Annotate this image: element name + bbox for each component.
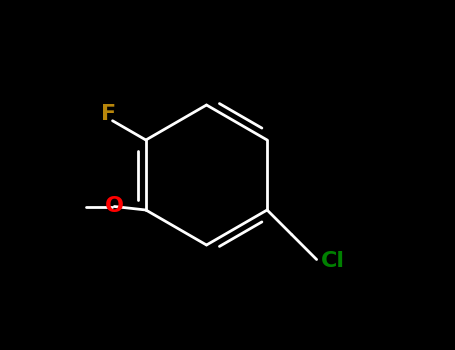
Text: Cl: Cl <box>321 251 345 271</box>
Text: O: O <box>105 196 124 217</box>
Text: F: F <box>101 104 116 125</box>
